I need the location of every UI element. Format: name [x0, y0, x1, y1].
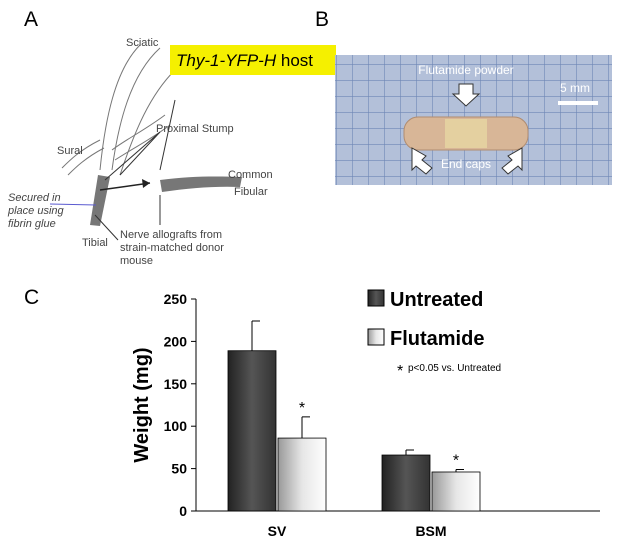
label: Common [228, 169, 273, 181]
error-bar [405, 449, 414, 456]
note-symbol: * [397, 363, 403, 380]
y-tick-label: 0 [179, 503, 187, 519]
scale-label: 5 mm [560, 81, 590, 95]
legend-label: Flutamide [390, 328, 484, 350]
note: p<0.05 vs. Untreated [408, 363, 501, 374]
significance: * [453, 452, 459, 469]
arrow [411, 147, 433, 175]
bar [227, 350, 277, 512]
panel-label: B [315, 8, 329, 31]
label: Fibular [234, 186, 268, 198]
host-plain: host [281, 51, 313, 70]
label: Proximal Stump [156, 123, 234, 135]
host-label: Thy-1-YFP-H host [176, 51, 313, 70]
significance: * [299, 400, 305, 417]
y-tick-label: 250 [164, 291, 188, 307]
label: Secured in [8, 192, 61, 204]
photo-label: Flutamide powder [418, 63, 513, 77]
y-axis-label: Weight (mg) [131, 347, 153, 462]
legend-label: Untreated [390, 289, 483, 311]
panel-label: C [24, 286, 39, 309]
powder [445, 119, 487, 148]
bar [381, 454, 431, 512]
photo-label: End caps [441, 157, 491, 171]
legend-swatch [367, 328, 385, 346]
y-tick-label: 50 [171, 461, 187, 477]
error-bar [301, 416, 310, 439]
host-italic: Thy-1-YFP-H [176, 51, 277, 70]
label: Sural [57, 145, 83, 157]
arrow [501, 147, 523, 175]
error-bar [251, 320, 260, 351]
arrow [451, 83, 481, 107]
nerve-diagram [49, 44, 242, 241]
bar [431, 471, 481, 512]
y-tick-label: 150 [164, 376, 188, 392]
y-tick-label: 200 [164, 333, 188, 349]
error-bar [455, 468, 464, 472]
label: place using [7, 205, 65, 217]
label: mouse [120, 255, 153, 267]
label: strain-matched donor [120, 242, 224, 254]
bar [277, 437, 327, 512]
x-tick-label: SV [268, 523, 287, 539]
scale-bar [558, 101, 598, 105]
label: Nerve allografts from [120, 229, 222, 241]
label: fibrin glue [8, 218, 56, 230]
label: Sciatic [126, 37, 159, 49]
highlight-box [170, 45, 336, 75]
bar-chart: 0 50 100 150 200 250 SV * BSM * Untreated Flutamide… [164, 289, 600, 539]
x-tick-label: BSM [415, 523, 446, 539]
y-tick-label: 100 [164, 418, 188, 434]
label: Tibial [82, 237, 108, 249]
legend-swatch [367, 289, 385, 307]
panel-label: A [24, 8, 38, 31]
